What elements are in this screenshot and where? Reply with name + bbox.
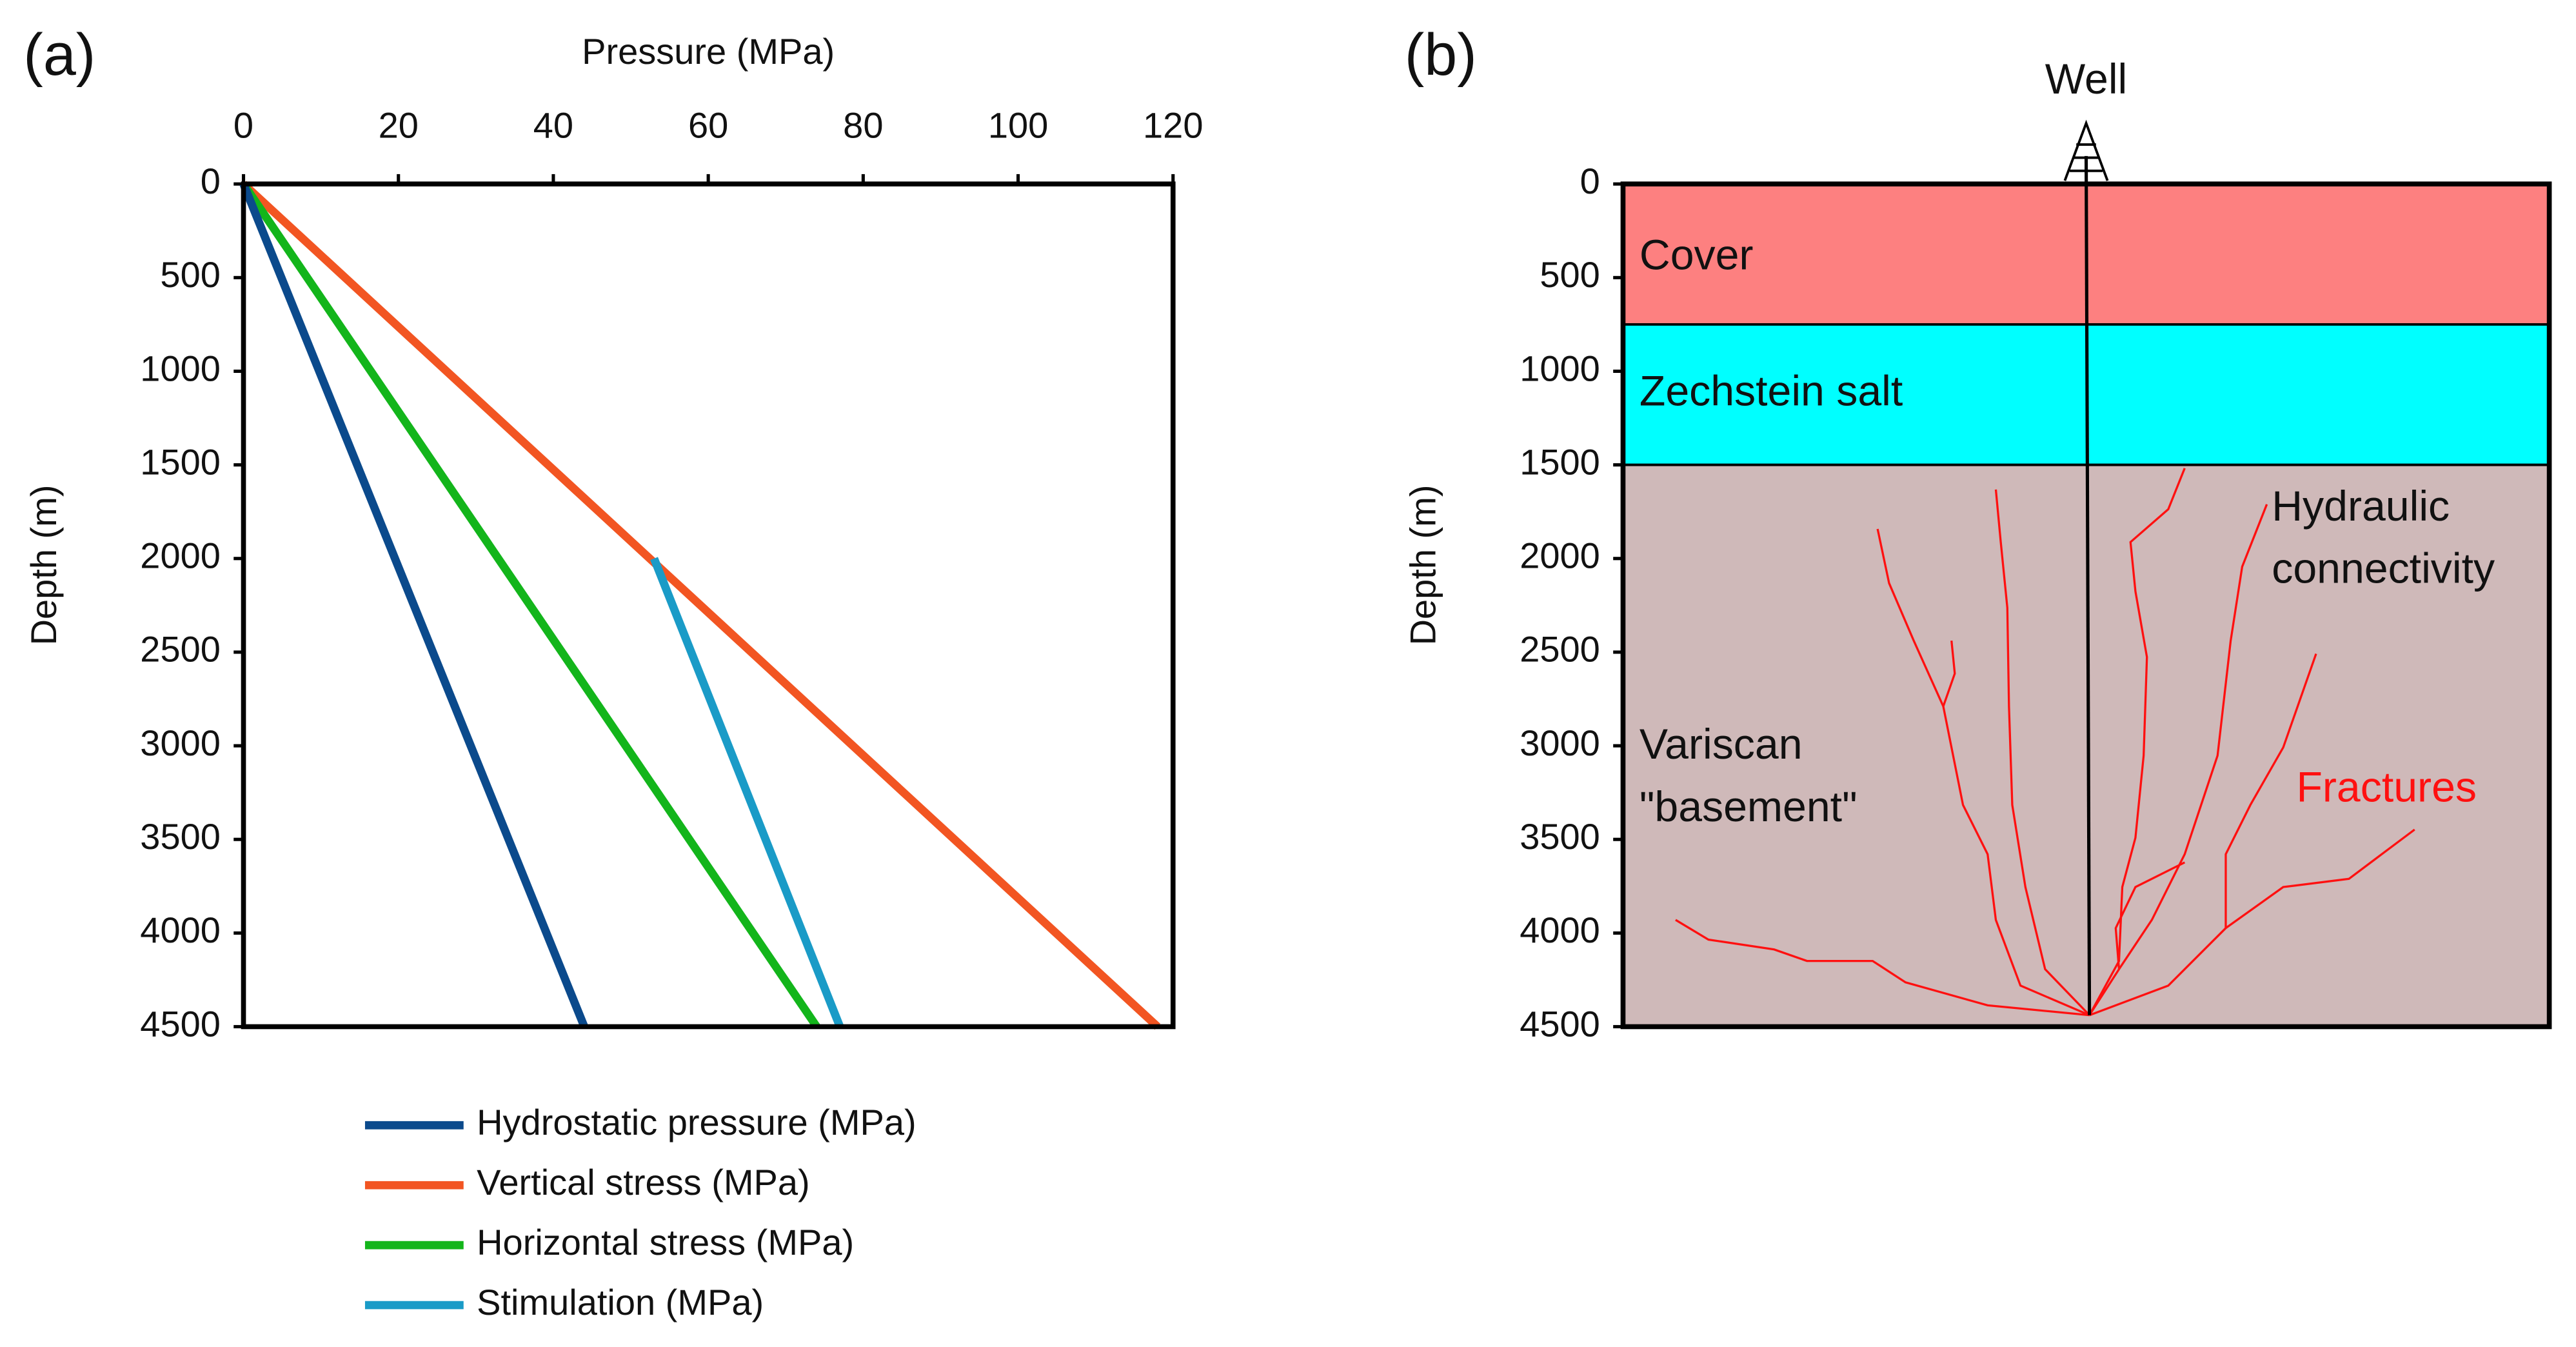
annotation: Hydraulic [2272, 483, 2450, 530]
annotation: connectivity [2272, 545, 2495, 593]
well-line [2084, 155, 2092, 1015]
fracture [2089, 828, 2415, 1017]
layer-label: Variscan [1640, 721, 1803, 768]
series-line [240, 181, 820, 1030]
y-axis-label: Depth (m) [23, 484, 64, 645]
series-line [239, 182, 588, 1028]
x-tick-label: 0 [233, 105, 253, 145]
y-tick-label: 1500 [1520, 441, 1600, 482]
y-tick-label: 4000 [1520, 910, 1600, 950]
x-tick-label: 120 [1143, 105, 1203, 145]
fracture [2224, 653, 2317, 928]
fracture [2114, 861, 2186, 970]
y-tick-label: 2500 [140, 629, 221, 670]
y-tick-label: 500 [160, 254, 220, 295]
plot-frame [1620, 181, 2552, 1030]
annotation: Fractures [2296, 763, 2477, 811]
y-tick-label: 2000 [1520, 535, 1600, 576]
layer-label: "basement" [1640, 783, 1858, 831]
y-tick-label: 2000 [140, 535, 221, 576]
layer-label: Cover [1640, 231, 1754, 279]
y-tick-label: 4500 [1520, 1003, 1600, 1044]
y-tick-label: 500 [1540, 254, 1600, 295]
y-tick-label: 2500 [1520, 629, 1600, 670]
fracture [1675, 919, 2090, 1017]
y-tick-label: 0 [1580, 161, 1600, 201]
legend-label: Stimulation (MPa) [477, 1282, 764, 1322]
fracture [2088, 468, 2186, 1016]
plot-frame [241, 181, 1176, 1030]
layer-label: Zechstein salt [1640, 368, 1903, 415]
x-tick-label: 60 [688, 105, 728, 145]
fracture [1876, 528, 2090, 1017]
x-tick-label: 40 [533, 105, 573, 145]
y-tick-label: 3500 [140, 816, 221, 857]
y-tick-label: 4500 [140, 1003, 221, 1044]
y-tick-label: 1000 [1520, 348, 1600, 388]
y-tick-label: 3000 [1520, 723, 1600, 763]
derrick-icon [2063, 119, 2109, 181]
panel-label: (b) [1405, 22, 1477, 88]
legend-label: Horizontal stress (MPa) [477, 1222, 854, 1262]
x-axis-label: Pressure (MPa) [582, 31, 835, 72]
y-tick-label: 4000 [140, 910, 221, 950]
x-tick-label: 100 [988, 105, 1048, 145]
fracture [1942, 640, 1956, 707]
series-line [650, 557, 844, 1028]
fracture [1994, 489, 2090, 1016]
fracture [2088, 504, 2268, 1016]
y-tick-label: 3500 [1520, 816, 1600, 857]
legend-label: Hydrostatic pressure (MPa) [477, 1102, 916, 1142]
y-tick-label: 1000 [140, 348, 221, 388]
panel-label: (a) [23, 22, 95, 88]
x-tick-label: 80 [843, 105, 883, 145]
y-tick-label: 3000 [140, 723, 221, 763]
y-tick-label: 1500 [140, 441, 221, 482]
y-tick-label: 0 [201, 161, 221, 201]
y-axis-label: Depth (m) [1403, 484, 1443, 645]
series-line [241, 181, 1161, 1030]
x-tick-label: 20 [379, 105, 419, 145]
legend-label: Vertical stress (MPa) [477, 1162, 810, 1202]
well-label: Well [2045, 55, 2128, 103]
